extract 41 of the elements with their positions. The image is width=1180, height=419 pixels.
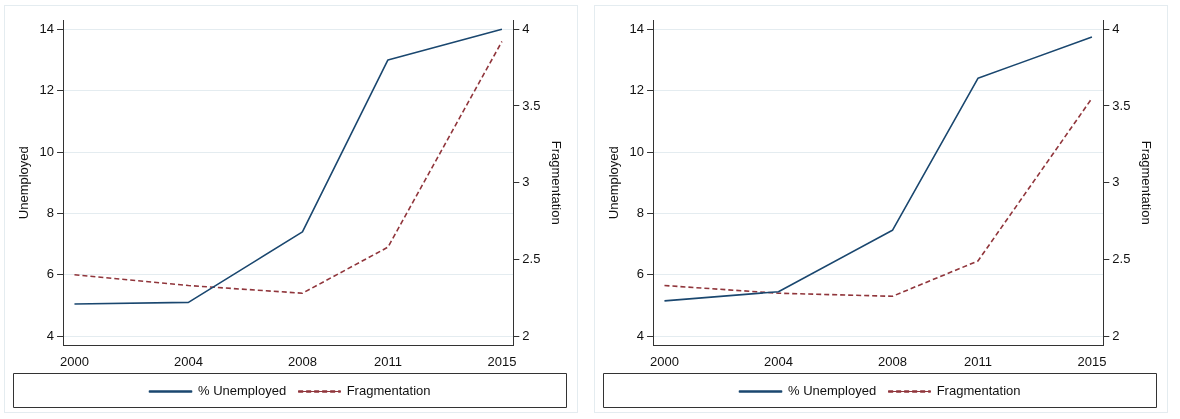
x-tick-label: 2011	[963, 353, 992, 369]
y-axis-title: Unemployed	[16, 146, 32, 220]
y-tick-label: 12	[39, 82, 55, 98]
x-tick-label: 2004	[173, 353, 203, 369]
y2-tick-label: 3	[522, 174, 530, 190]
y-tick-label: 6	[636, 266, 645, 282]
legend-label: % Unemployed	[788, 383, 877, 399]
y2-tick-label: 2	[1112, 327, 1120, 343]
y-tick-label: 14	[629, 20, 645, 36]
y-tick-label: 14	[39, 20, 55, 36]
legend-label: % Unemployed	[198, 383, 287, 399]
y2-tick-label: 3.5	[1112, 97, 1131, 113]
x-tick-label: 2000	[650, 353, 679, 369]
y2-tick-label: 3.5	[522, 97, 541, 113]
x-tick-label: 2011	[373, 353, 402, 369]
legend-label: Fragmentation	[936, 383, 1021, 399]
y2-axis-title: Fragmentation	[1138, 140, 1154, 225]
x-tick-label: 2008	[287, 353, 317, 369]
y-tick-label: 8	[636, 204, 645, 220]
y-tick-label: 10	[39, 143, 55, 159]
x-tick-label: 2000	[60, 353, 89, 369]
y2-tick-label: 4	[522, 20, 530, 36]
y2-tick-label: 2.5	[522, 251, 541, 267]
y-tick-label: 10	[629, 143, 645, 159]
y-tick-label: 12	[629, 82, 645, 98]
y2-tick-label: 4	[1112, 20, 1120, 36]
y-tick-label: 4	[46, 327, 55, 343]
x-tick-label: 2015	[487, 353, 517, 369]
y-tick-label: 4	[636, 327, 645, 343]
x-tick-label: 2004	[763, 353, 793, 369]
y-tick-label: 6	[46, 266, 55, 282]
x-tick-label: 2008	[877, 353, 907, 369]
x-tick-label: 2015	[1077, 353, 1107, 369]
y2-axis-title: Fragmentation	[548, 140, 564, 225]
legend-label: Fragmentation	[346, 383, 431, 399]
line-series	[663, 97, 1093, 298]
y-tick-label: 8	[46, 204, 55, 220]
y2-tick-label: 2	[522, 327, 530, 343]
y2-tick-label: 2.5	[1112, 251, 1131, 267]
y-axis-title: Unemployed	[606, 146, 622, 220]
y2-tick-label: 3	[1112, 174, 1120, 190]
